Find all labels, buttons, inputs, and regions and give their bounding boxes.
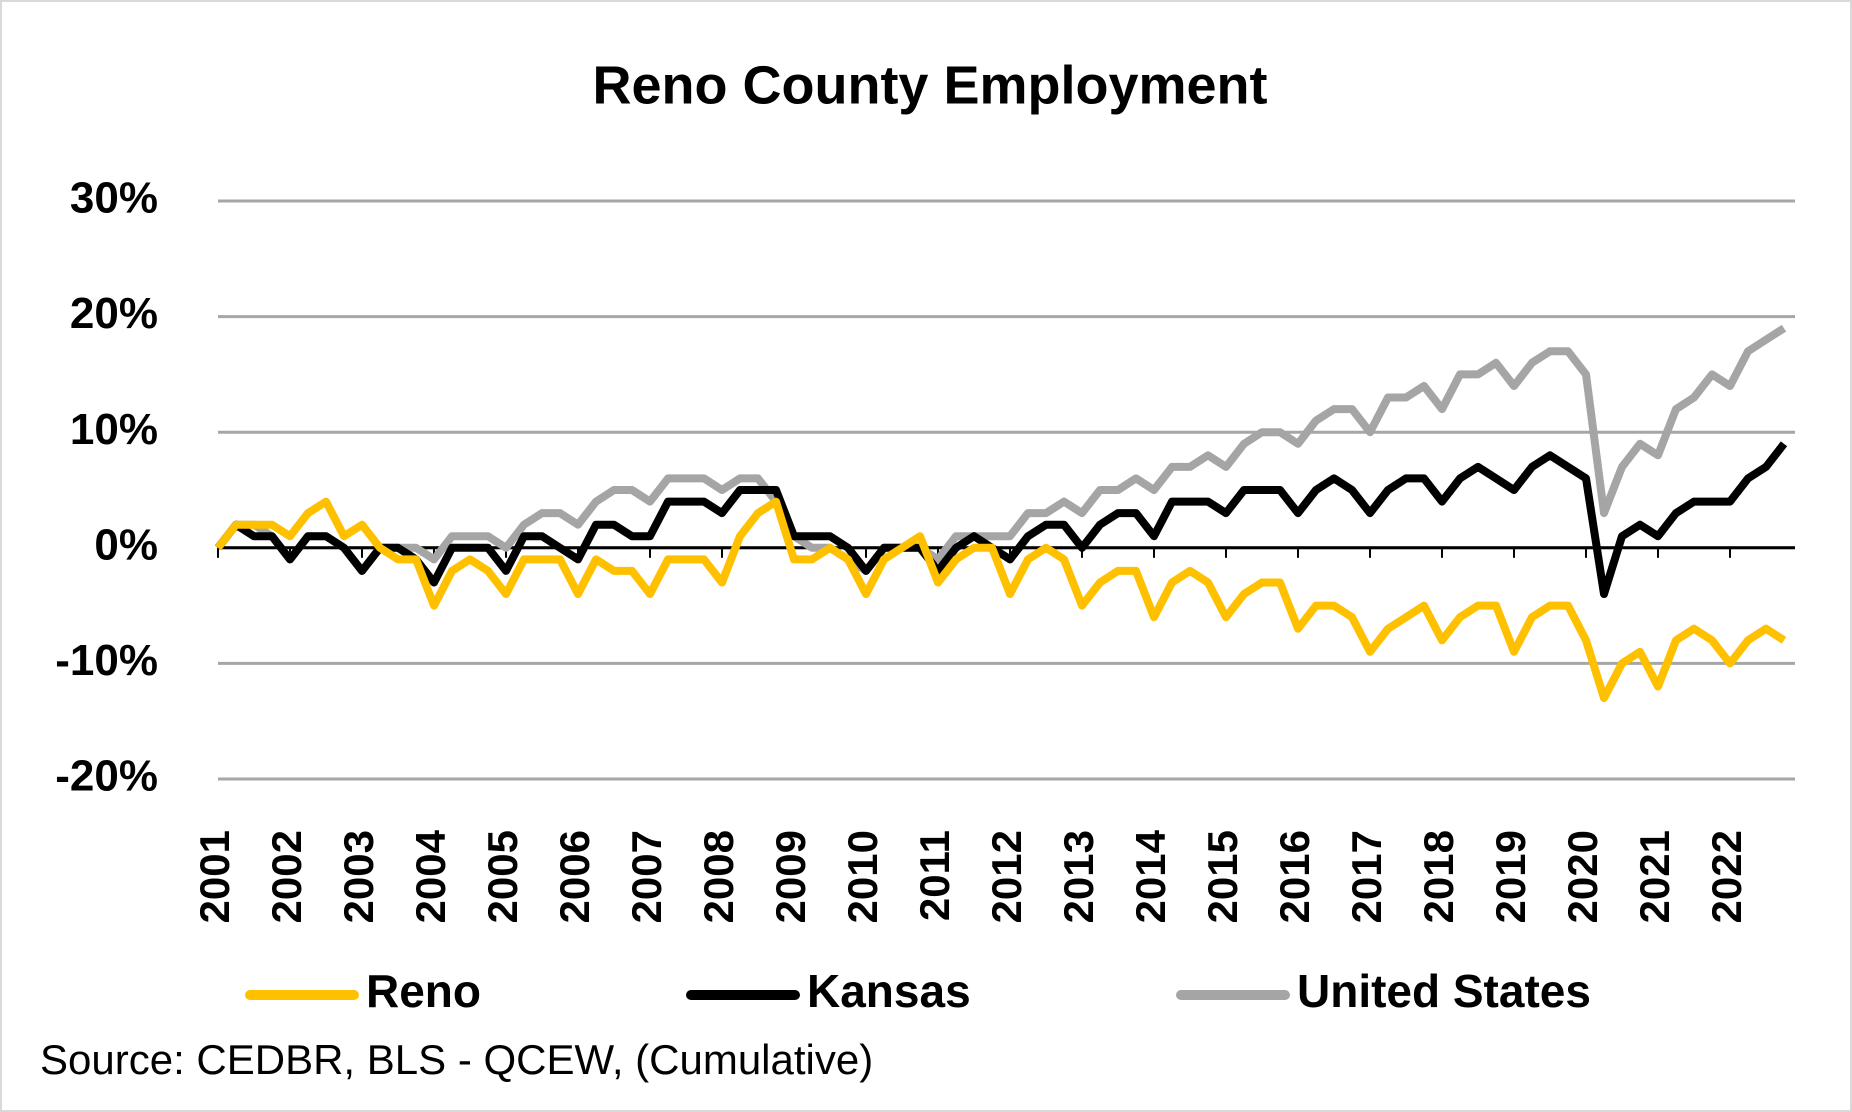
x-tick-label: 2006: [551, 830, 598, 923]
x-tick-label: 2009: [767, 830, 814, 923]
series-line: [214, 441, 1788, 598]
y-tick-label: 20%: [70, 289, 158, 338]
legend-label: Reno: [366, 965, 481, 1017]
source-note: Source: CEDBR, BLS - QCEW, (Cumulative): [40, 1036, 873, 1083]
x-tick-label: 2022: [1703, 830, 1750, 923]
x-tick-label: 2014: [1127, 829, 1174, 923]
x-tick-label: 2002: [263, 830, 310, 923]
y-tick-label: 10%: [70, 405, 158, 454]
x-tick-label: 2015: [1199, 830, 1246, 923]
y-tick-label: 30%: [70, 174, 158, 223]
x-tick-label: 2018: [1415, 830, 1462, 923]
x-tick-label: 2004: [407, 829, 454, 923]
x-tick-label: 2016: [1271, 830, 1318, 923]
y-tick-label: -10%: [55, 636, 158, 685]
chart-title: Reno County Employment: [592, 55, 1267, 115]
x-tick-label: 2012: [983, 830, 1030, 923]
series-line: [214, 497, 1787, 703]
series-line: [214, 324, 1787, 575]
x-tick-label: 2011: [911, 830, 958, 921]
y-tick-label: 0%: [94, 520, 158, 569]
x-tick-label: 2017: [1343, 830, 1390, 923]
legend-label: Kansas: [807, 965, 971, 1017]
x-tick-label: 2020: [1559, 830, 1606, 923]
x-tick-label: 2013: [1055, 830, 1102, 923]
x-tick-label: 2001: [191, 830, 238, 923]
x-tick-label: 2010: [839, 830, 886, 923]
y-tick-label: -20%: [55, 752, 158, 801]
x-tick-label: 2021: [1631, 830, 1678, 923]
x-tick-label: 2005: [479, 830, 526, 923]
legend-label: United States: [1297, 965, 1591, 1017]
x-tick-label: 2019: [1487, 830, 1534, 923]
x-tick-label: 2003: [335, 830, 382, 923]
x-tick-label: 2008: [695, 830, 742, 923]
x-tick-label: 2007: [623, 830, 670, 923]
